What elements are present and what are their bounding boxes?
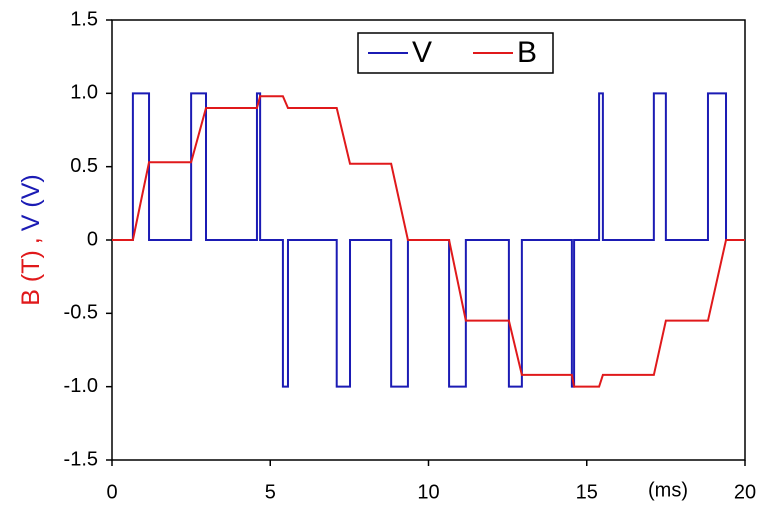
y-axis-label: B (T), V (V) (17, 174, 45, 305)
y-tick-label: -1.0 (64, 375, 98, 397)
y-label-part: V (V) (17, 174, 45, 231)
x-tick-label: 0 (106, 481, 117, 503)
x-tick-label: 10 (417, 481, 439, 503)
y-tick-label: 0 (87, 228, 98, 250)
x-axis-unit: (ms) (648, 479, 688, 501)
series-line (112, 95, 745, 388)
y-tick-label: -1.5 (64, 448, 98, 470)
x-tick-label: 5 (265, 481, 276, 503)
y-label-part: , (17, 237, 45, 244)
y-tick-label: 1.5 (70, 8, 98, 30)
legend-label: V (412, 36, 432, 69)
legend-label: B (517, 36, 537, 69)
y-label-part: B (T) (17, 250, 45, 306)
y-tick-label: 1.0 (70, 82, 98, 104)
x-tick-label: 15 (576, 481, 598, 503)
y-tick-label: 0.5 (70, 155, 98, 177)
x-tick-label: 20 (734, 481, 756, 503)
y-tick-label: -0.5 (64, 302, 98, 324)
